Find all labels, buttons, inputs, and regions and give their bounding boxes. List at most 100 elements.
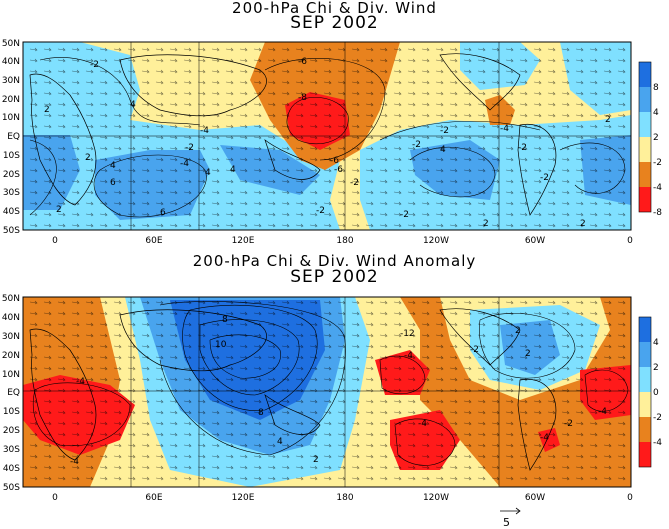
bottom-lat-label: 10N: [2, 370, 20, 380]
top-contour-label: -2: [90, 60, 99, 70]
bottom-lat-label: 50S: [3, 483, 20, 493]
top-contour-label: -2: [540, 173, 549, 183]
bottom-lon-label: 120W: [423, 493, 449, 503]
top-contour-label: -6: [330, 156, 339, 166]
bottom-colorbar-label: -2: [653, 413, 662, 423]
bottom-contour-label: 2: [525, 349, 531, 359]
bottom-lat-label: 20N: [2, 351, 20, 361]
top-colorbar-swatch: [639, 162, 651, 187]
bottom-contour-label: -12: [400, 329, 415, 339]
top-lat-label: 20S: [3, 170, 20, 180]
bottom-divergent-wind-vectors: [23, 297, 631, 487]
top-contour-label: 4: [230, 165, 236, 175]
top-contour-label: 6: [160, 208, 166, 218]
bottom-colorbar-label: 0: [653, 388, 659, 398]
bottom-colorbar-swatch: [639, 342, 651, 367]
bottom-map-title: 200-hPa Chi & Div. Wind Anomaly: [192, 252, 477, 270]
top-contour-label: -4: [180, 159, 189, 169]
top-colorbar-label: 4: [653, 108, 659, 118]
top-colorbar-swatch: [639, 187, 651, 212]
top-lat-label: 10S: [3, 151, 20, 161]
bottom-lon-label: 0: [627, 493, 633, 503]
bottom-contour-label: 8: [258, 408, 264, 418]
top-lon-label: 60W: [525, 236, 545, 246]
bottom-contour-label: -4: [540, 433, 549, 443]
top-lat-axis: 50N 40N 30N 20N 10N EQ 10S 20S 30S 40S 5…: [2, 39, 20, 236]
bottom-colorbar-swatch: [639, 417, 651, 442]
bottom-colorbar-label: 2: [653, 363, 659, 373]
top-lat-label: EQ: [7, 132, 20, 142]
top-colorbar-swatch: [639, 87, 651, 112]
top-colorbar-label: -8: [653, 208, 662, 218]
top-contour-label: -2: [440, 126, 449, 136]
bottom-contour-label: 10: [215, 340, 227, 350]
top-contour-label: -6: [334, 165, 343, 175]
top-lat-label: 50N: [2, 39, 20, 49]
top-lat-label: 20N: [2, 95, 20, 105]
bottom-contour-label: -4: [76, 377, 85, 387]
bottom-colorbar-swatch: [639, 392, 651, 417]
top-contours: [29, 57, 626, 218]
top-colorbar-label: -4: [653, 183, 662, 193]
top-contour-label: -2: [350, 178, 359, 188]
bottom-coastlines: [29, 308, 557, 471]
reference-vector: [500, 507, 521, 515]
bottom-lat-label: 40N: [2, 313, 20, 323]
bottom-colorbar: 4 2 0 -2 -4: [638, 316, 662, 468]
top-lat-label: 30S: [3, 188, 20, 198]
top-map: -6 -8 -4 -2 -4 -2 -2 2 4 -2 6 4 -6 -6 -4…: [23, 42, 631, 230]
bottom-lat-label: 50N: [2, 294, 20, 304]
top-contour-labels: -6 -8 -4 -2 -4 -2 -2 2 4 -2 6 4 -6 -6 -4…: [44, 57, 611, 229]
top-contour-label: -2: [185, 143, 194, 153]
top-contour-label: -8: [298, 93, 307, 103]
top-lat-label: 10N: [2, 113, 20, 123]
bottom-colorbar-swatch: [639, 367, 651, 392]
top-contour-label: 2: [580, 219, 586, 229]
top-contour-label: 4: [130, 100, 136, 110]
bottom-colorbar-swatch: [639, 317, 651, 342]
top-colorbar-swatch: [639, 112, 651, 137]
top-map-date: SEP 2002: [290, 13, 379, 33]
bottom-contour-label: -2: [470, 345, 479, 355]
reference-vector-label: 5: [503, 516, 510, 529]
top-colorbar-label: 2: [653, 133, 659, 143]
bottom-lat-label: 20S: [3, 426, 20, 436]
bottom-contour-labels: -4 -4 8 10 8 4 2 -12 -4 2 -4 -2 -4 2 -2 …: [70, 315, 607, 467]
top-lon-label: 0: [627, 236, 633, 246]
bottom-map: -4 -4 8 10 8 4 2 -12 -4 2 -4 -2 -4 2 -2 …: [23, 297, 631, 487]
top-contour-label: 2: [85, 153, 91, 163]
top-lat-label: 30N: [2, 76, 20, 86]
bottom-lat-label: 40S: [3, 464, 20, 474]
bottom-lon-axis: 0 60E 120E 180 120W 60W 0: [52, 493, 633, 503]
top-contour-label: 6: [110, 178, 116, 188]
top-contour-label: 2: [56, 205, 62, 215]
top-lat-label: 40S: [3, 207, 20, 217]
top-lon-label: 120W: [423, 236, 449, 246]
top-contour-label: 4: [205, 168, 211, 178]
bottom-contour-label: -4: [598, 407, 607, 417]
top-colorbar-swatch: [639, 62, 651, 87]
bottom-colorbar-label: 4: [653, 338, 659, 348]
bottom-lat-label: 30N: [2, 332, 20, 342]
top-divergent-wind-vectors: [23, 42, 631, 230]
bottom-contour-label: -4: [404, 351, 413, 361]
top-contour-label: 4: [110, 161, 116, 171]
top-lon-label: 0: [52, 236, 58, 246]
top-contour-label: -2: [316, 206, 325, 216]
bottom-contour-label: 2: [515, 326, 521, 336]
bottom-contour-label: 4: [277, 437, 283, 447]
bottom-lon-label: 60E: [145, 493, 162, 503]
top-contour-label: 2: [605, 115, 611, 125]
top-lon-label: 120E: [232, 236, 255, 246]
top-contour-label: -2: [400, 210, 409, 220]
bottom-lat-axis: 50N 40N 30N 20N 10N EQ 10S 20S 30S 40S 5…: [2, 294, 20, 493]
bottom-map-frame: [22, 296, 632, 488]
top-contour-label: 2: [44, 105, 50, 115]
top-coastlines: [29, 53, 557, 216]
top-contour-label: -6: [298, 57, 307, 67]
top-contour-label: -4: [500, 124, 509, 134]
bottom-map-date: SEP 2002: [290, 267, 379, 287]
bottom-lat-label: 30S: [3, 445, 20, 455]
